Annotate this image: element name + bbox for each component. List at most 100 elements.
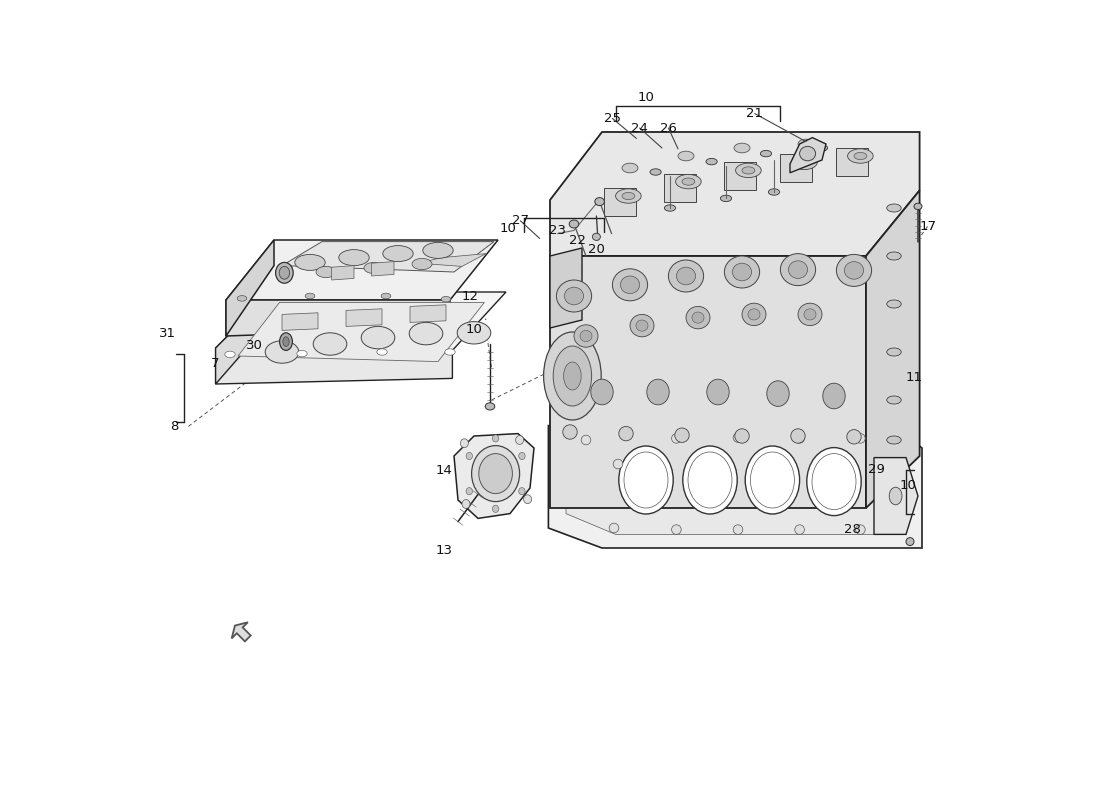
Ellipse shape bbox=[795, 434, 804, 443]
Ellipse shape bbox=[795, 525, 804, 534]
Ellipse shape bbox=[806, 447, 861, 515]
Text: 17: 17 bbox=[920, 220, 936, 233]
Polygon shape bbox=[372, 262, 394, 276]
Ellipse shape bbox=[804, 309, 816, 320]
Ellipse shape bbox=[613, 269, 648, 301]
Ellipse shape bbox=[493, 506, 498, 513]
Ellipse shape bbox=[621, 192, 635, 200]
Ellipse shape bbox=[461, 438, 469, 447]
Ellipse shape bbox=[720, 195, 732, 202]
Ellipse shape bbox=[466, 488, 473, 494]
Ellipse shape bbox=[792, 155, 817, 170]
Ellipse shape bbox=[682, 178, 695, 186]
Polygon shape bbox=[664, 174, 696, 202]
Ellipse shape bbox=[854, 152, 867, 160]
Ellipse shape bbox=[836, 254, 871, 286]
Text: 29: 29 bbox=[868, 463, 884, 476]
Polygon shape bbox=[790, 138, 826, 173]
Ellipse shape bbox=[791, 429, 805, 443]
Ellipse shape bbox=[563, 362, 581, 390]
Ellipse shape bbox=[574, 325, 598, 347]
Ellipse shape bbox=[748, 309, 760, 320]
Ellipse shape bbox=[621, 163, 638, 173]
Ellipse shape bbox=[760, 150, 771, 157]
Ellipse shape bbox=[619, 426, 634, 441]
Ellipse shape bbox=[519, 452, 525, 459]
Ellipse shape bbox=[422, 242, 453, 258]
Text: 22: 22 bbox=[570, 234, 586, 246]
Ellipse shape bbox=[224, 351, 235, 358]
Ellipse shape bbox=[595, 198, 604, 206]
Text: 30: 30 bbox=[245, 339, 263, 352]
Ellipse shape bbox=[734, 525, 742, 534]
Ellipse shape bbox=[553, 346, 592, 406]
Ellipse shape bbox=[361, 326, 395, 349]
Ellipse shape bbox=[524, 494, 531, 504]
Polygon shape bbox=[216, 348, 452, 384]
Text: 28: 28 bbox=[844, 523, 861, 536]
Ellipse shape bbox=[906, 538, 914, 546]
Polygon shape bbox=[550, 132, 920, 256]
Polygon shape bbox=[418, 254, 486, 266]
Ellipse shape bbox=[678, 151, 694, 161]
Ellipse shape bbox=[733, 263, 751, 281]
Text: 10: 10 bbox=[499, 222, 516, 235]
Text: 23: 23 bbox=[550, 224, 566, 237]
Polygon shape bbox=[866, 190, 920, 508]
Ellipse shape bbox=[887, 300, 901, 308]
Ellipse shape bbox=[591, 379, 613, 405]
Ellipse shape bbox=[364, 262, 384, 274]
Ellipse shape bbox=[725, 256, 760, 288]
Ellipse shape bbox=[412, 258, 432, 270]
Polygon shape bbox=[550, 256, 866, 508]
Polygon shape bbox=[725, 162, 757, 190]
Ellipse shape bbox=[569, 220, 579, 228]
Ellipse shape bbox=[316, 266, 336, 278]
Polygon shape bbox=[549, 426, 922, 548]
Ellipse shape bbox=[707, 379, 729, 405]
Polygon shape bbox=[232, 622, 251, 642]
Ellipse shape bbox=[800, 146, 815, 161]
Ellipse shape bbox=[686, 306, 710, 329]
Ellipse shape bbox=[462, 499, 470, 509]
Ellipse shape bbox=[444, 349, 455, 355]
Ellipse shape bbox=[630, 314, 654, 337]
Ellipse shape bbox=[279, 333, 293, 350]
Ellipse shape bbox=[297, 350, 307, 357]
Ellipse shape bbox=[409, 322, 443, 345]
Ellipse shape bbox=[816, 145, 827, 151]
Ellipse shape bbox=[564, 287, 584, 305]
Ellipse shape bbox=[887, 348, 901, 356]
Ellipse shape bbox=[382, 293, 390, 299]
Ellipse shape bbox=[798, 139, 814, 149]
Ellipse shape bbox=[675, 174, 701, 189]
Ellipse shape bbox=[295, 254, 326, 270]
Ellipse shape bbox=[377, 349, 387, 355]
Polygon shape bbox=[604, 188, 637, 216]
Polygon shape bbox=[550, 248, 582, 328]
Text: 13: 13 bbox=[436, 544, 453, 557]
Text: 10: 10 bbox=[465, 323, 483, 336]
Ellipse shape bbox=[856, 525, 866, 534]
Ellipse shape bbox=[305, 293, 315, 299]
Ellipse shape bbox=[647, 379, 669, 405]
Ellipse shape bbox=[669, 260, 704, 292]
Ellipse shape bbox=[845, 262, 864, 279]
Ellipse shape bbox=[688, 452, 732, 508]
Ellipse shape bbox=[664, 205, 675, 211]
Text: 10: 10 bbox=[900, 479, 916, 492]
Ellipse shape bbox=[887, 252, 901, 260]
Ellipse shape bbox=[823, 383, 845, 409]
Ellipse shape bbox=[493, 435, 498, 442]
Ellipse shape bbox=[624, 452, 668, 508]
Ellipse shape bbox=[735, 429, 749, 443]
Text: 10: 10 bbox=[638, 91, 654, 104]
Polygon shape bbox=[216, 292, 506, 350]
Ellipse shape bbox=[672, 434, 681, 443]
Ellipse shape bbox=[914, 203, 922, 210]
Ellipse shape bbox=[478, 454, 513, 494]
Ellipse shape bbox=[798, 158, 811, 166]
Polygon shape bbox=[874, 458, 918, 534]
Ellipse shape bbox=[812, 454, 856, 510]
Ellipse shape bbox=[276, 262, 294, 283]
